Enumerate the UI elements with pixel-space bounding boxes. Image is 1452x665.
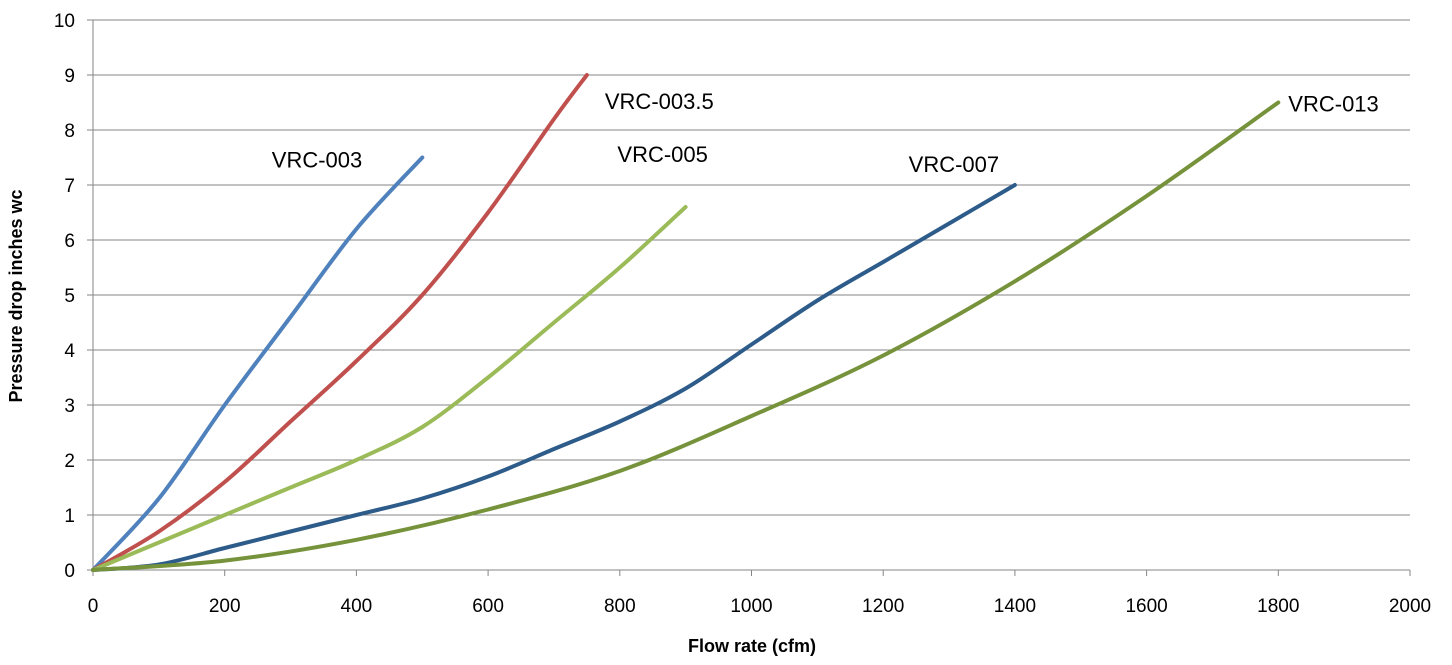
series-label-vrc-005: VRC-005: [617, 142, 707, 167]
y-tick-label: 5: [64, 286, 75, 307]
y-tick-label: 7: [64, 176, 75, 197]
x-tick-label: 1600: [1125, 596, 1167, 617]
series-label-vrc-013: VRC-013: [1288, 92, 1378, 117]
series-label-vrc-003: VRC-003: [272, 148, 362, 173]
axes: 0 1 2 3 4 5 6 7 8 9 10 0 200 400 600 800 1000 1200 1400 160…: [54, 11, 1431, 617]
y-tick-label: 0: [64, 561, 75, 582]
series-line-vrc-005: [91, 205, 688, 572]
x-tick-label: 600: [472, 596, 504, 617]
series-line-vrc-003-5: [91, 73, 589, 572]
x-tick-label: 1200: [862, 596, 904, 617]
x-tick-label: 1000: [730, 596, 772, 617]
y-tick-label: 4: [64, 341, 75, 362]
x-tick-label: 400: [341, 596, 373, 617]
gridlines: [93, 19, 1410, 516]
series-lines: [91, 73, 1281, 572]
x-tick-label: 800: [604, 596, 636, 617]
x-tick-label: 2000: [1389, 596, 1431, 617]
series-labels: VRC-003 VRC-003.5 VRC-005 VRC-007 VRC-013: [272, 89, 1379, 177]
series-label-vrc-003-5: VRC-003.5: [605, 89, 714, 114]
series-line-vrc-007: [91, 183, 1017, 572]
x-axis-title: Flow rate (cfm): [688, 636, 816, 656]
x-tick-label: 0: [88, 596, 99, 617]
series-label-vrc-007: VRC-007: [909, 152, 999, 177]
series-line-vrc-003: [91, 155, 425, 572]
y-tick-label: 8: [64, 121, 75, 142]
y-tick-label: 1: [64, 506, 75, 527]
y-tick-label: 2: [64, 451, 75, 472]
y-tick-label: 9: [64, 66, 75, 87]
y-tick-label: 10: [54, 11, 75, 32]
x-tick-label: 1800: [1257, 596, 1299, 617]
y-tick-label: 3: [64, 396, 75, 417]
series-line-vrc-013: [91, 100, 1281, 572]
x-tick-label: 200: [209, 596, 241, 617]
y-tick-label: 6: [64, 231, 75, 252]
y-axis-title: Pressure drop inches wc: [6, 189, 26, 402]
x-tick-label: 1400: [994, 596, 1036, 617]
